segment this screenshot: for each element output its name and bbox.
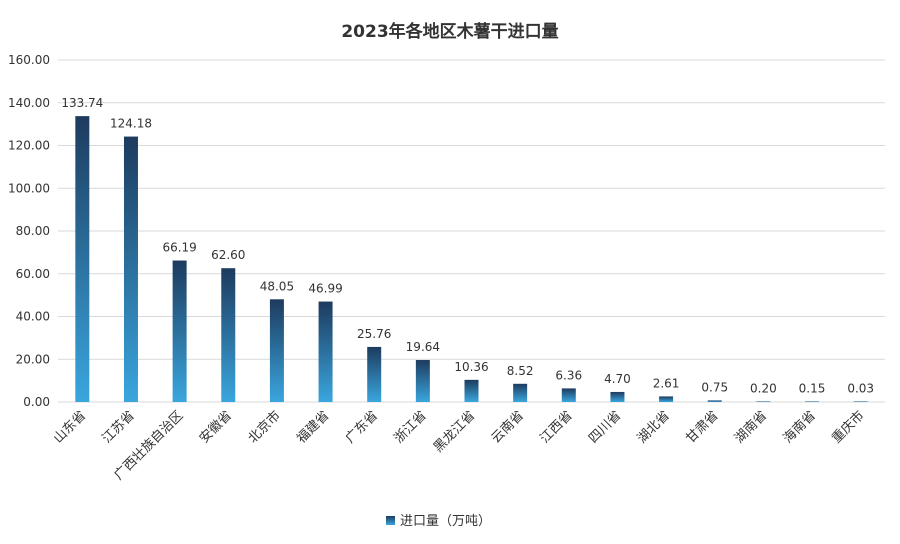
bar [513,383,528,402]
y-tick-label: 140.00 [8,96,50,110]
bar [756,401,771,402]
legend: 进口量（万吨） [386,514,491,529]
bar [123,136,138,402]
legend-swatch [386,516,395,525]
x-tick-label: 福建省 [294,408,332,446]
data-label: 0.15 [799,381,826,395]
x-tick-label: 北京市 [245,408,284,447]
data-label: 66.19 [162,241,196,255]
bar [318,301,333,402]
bar [610,391,625,402]
x-tick-label: 湖南省 [731,408,770,447]
legend-label: 进口量（万吨） [400,514,491,529]
gridlines [58,59,885,403]
x-tick-label: 湖北省 [635,408,673,446]
y-tick-label: 80.00 [16,224,50,238]
data-label: 48.05 [260,279,294,293]
data-label: 62.60 [211,248,245,262]
data-label: 0.75 [701,380,728,394]
x-tick-label: 安徽省 [197,408,235,446]
x-tick-label: 山东省 [51,408,89,446]
bar [805,401,820,402]
data-label: 8.52 [507,364,534,378]
data-label: 124.18 [110,117,152,131]
x-tick-label: 浙江省 [391,408,429,446]
x-tick-label: 重庆市 [829,408,868,447]
bar [269,299,284,402]
bar [415,360,430,402]
x-tick-label: 四川省 [586,408,624,446]
y-tick-label: 40.00 [16,310,50,324]
bars [75,116,868,403]
bar [659,396,674,402]
y-tick-label: 100.00 [8,181,50,195]
data-label: 46.99 [308,282,342,296]
x-tick-label: 甘肃省 [683,408,721,446]
data-label: 2.61 [653,376,680,390]
data-label: 25.76 [357,327,391,341]
bar [75,116,90,403]
data-label: 4.70 [604,372,631,386]
data-labels: 133.74 124.18 66.19 62.60 48.05 46.99 25.76 19.… [61,96,874,395]
x-tick-label: 云南省 [488,408,527,447]
y-tick-label: 20.00 [16,352,50,366]
x-tick-label: 江苏省 [99,408,138,447]
x-tick-label: 海南省 [780,408,819,447]
bar [172,260,187,402]
bar [853,401,868,402]
x-tick-label: 黑龙江省 [431,408,478,455]
bar [707,400,722,402]
y-axis: 0.00 20.00 40.00 60.00 80.00 100.00 120.00 140.… [8,53,50,409]
data-label: 133.74 [61,96,103,110]
data-label: 10.36 [454,360,488,374]
data-label: 19.64 [406,340,440,354]
y-tick-label: 60.00 [16,267,50,281]
chart-title: 2023年各地区木薯干进口量 [341,21,558,42]
bar [367,346,382,402]
data-label: 0.20 [750,381,777,395]
x-tick-label: 江西省 [537,408,575,446]
y-tick-label: 160.00 [8,53,50,67]
y-tick-label: 120.00 [8,139,50,153]
bar [221,268,236,402]
data-label: 0.03 [847,381,874,395]
data-label: 6.36 [555,368,582,382]
y-tick-label: 0.00 [23,395,50,409]
bar [464,379,479,402]
bar [561,388,576,402]
x-tick-label: 广东省 [343,408,381,446]
